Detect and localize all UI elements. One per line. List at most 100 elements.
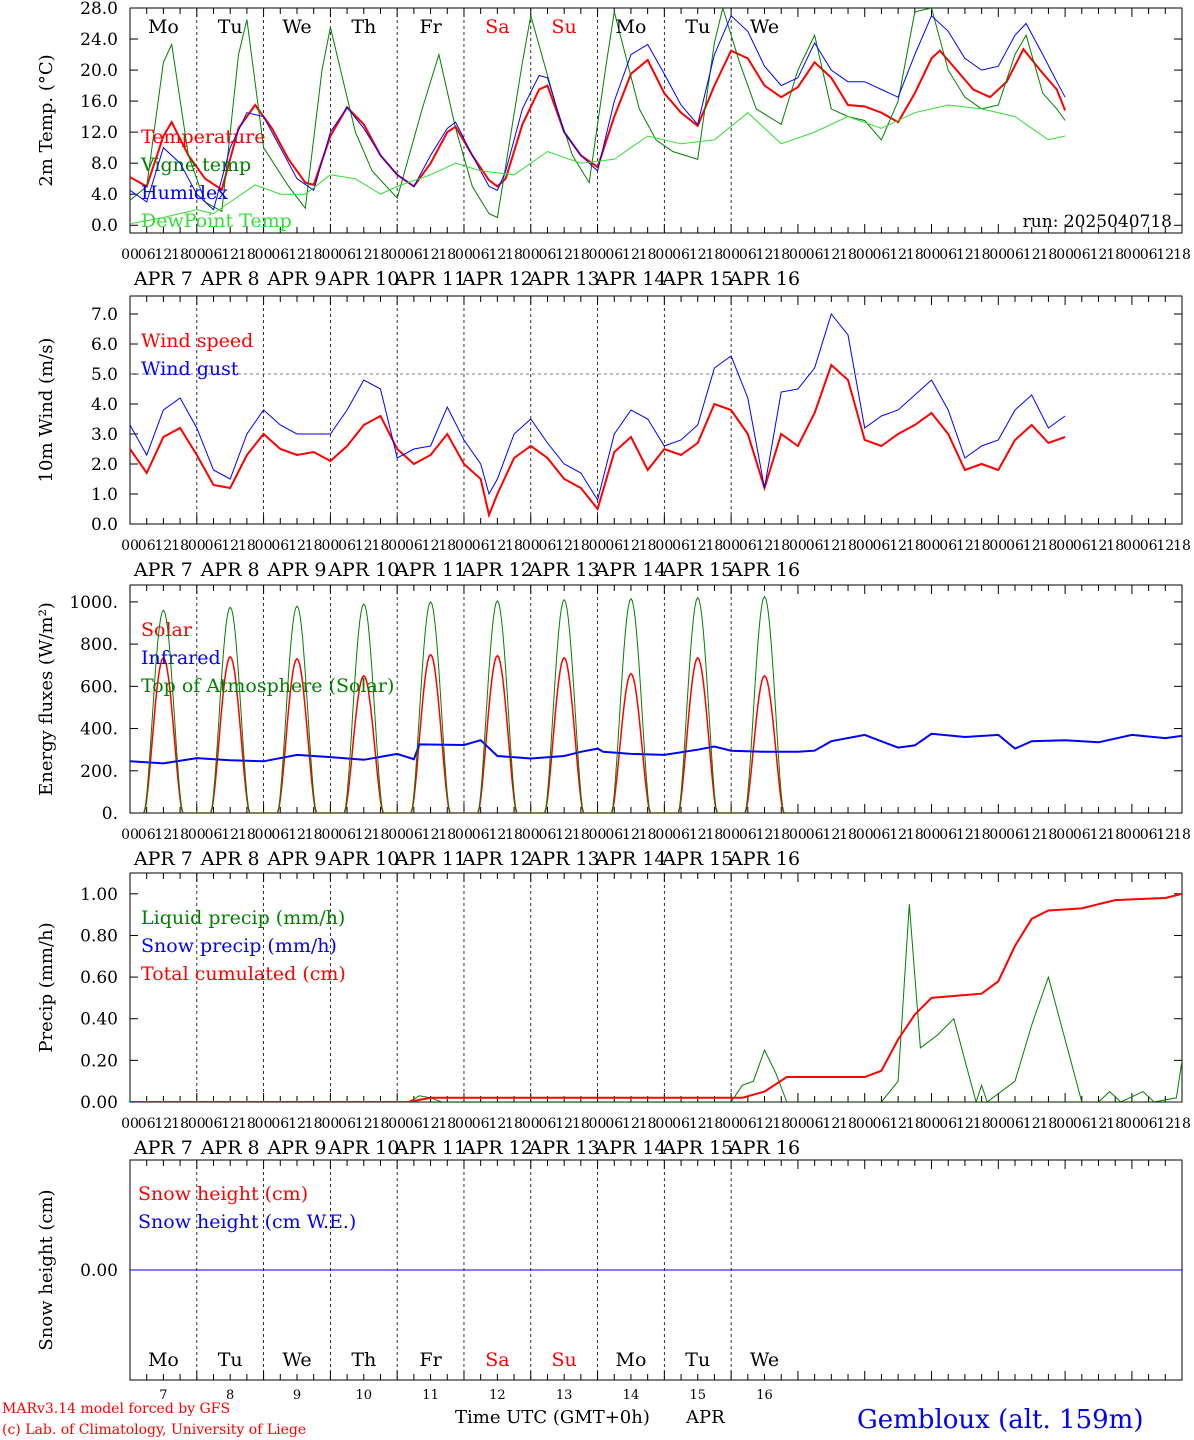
hour-label: 00: [255, 247, 273, 263]
date-label: APR 9: [267, 848, 327, 870]
hour-label: 00: [455, 247, 473, 263]
hour-label: 12: [555, 538, 573, 554]
y-tick-label: 0.40: [80, 1010, 118, 1030]
weekday-label: We: [750, 16, 779, 38]
hour-label: 18: [772, 538, 790, 554]
hour-label: 06: [1140, 247, 1158, 263]
hour-label: 00: [388, 538, 406, 554]
y-tick-label: 1.0: [91, 485, 118, 505]
weekday-label: Sa: [485, 1349, 509, 1371]
hour-label: 06: [205, 1116, 223, 1132]
footer: MARv3.14 model forced by GFS (c) Lab. of…: [2, 1401, 1143, 1438]
hour-label: 12: [689, 538, 707, 554]
day-number: 7: [159, 1388, 167, 1403]
series-line-top-of-atmosphere-solar-: [143, 595, 798, 813]
hour-label: 06: [672, 247, 690, 263]
hour-label: 18: [772, 1116, 790, 1132]
hour-label: 00: [1123, 827, 1141, 843]
hour-label: 18: [505, 538, 523, 554]
weekday-label: Fr: [419, 16, 442, 38]
date-label: APR 16: [728, 1137, 800, 1159]
hour-label: 00: [321, 1116, 339, 1132]
legend-entry: DewPoint Temp: [141, 210, 292, 232]
hour-label: 12: [154, 247, 172, 263]
hour-label: 06: [338, 827, 356, 843]
hour-label: 06: [1073, 247, 1091, 263]
hour-label: 00: [255, 538, 273, 554]
hour-label: 06: [405, 1116, 423, 1132]
day-number: 14: [623, 1388, 640, 1403]
hour-label: 00: [589, 827, 607, 843]
y-tick-label: 1000.: [69, 593, 118, 613]
hour-label: 18: [1039, 538, 1057, 554]
hour-label: 06: [205, 247, 223, 263]
date-label: APR 15: [661, 848, 733, 870]
legend-entry: Solar: [141, 619, 193, 641]
date-label: APR 12: [461, 1137, 533, 1159]
date-label: APR 14: [594, 268, 666, 290]
hour-label: 12: [355, 827, 373, 843]
hour-label: 00: [321, 827, 339, 843]
hour-label: 18: [171, 247, 189, 263]
hour-label: 12: [488, 827, 506, 843]
y-tick-label: 800.: [80, 635, 118, 655]
hour-label: 18: [1173, 1116, 1191, 1132]
y-axis-label: Snow height (cm): [36, 1189, 57, 1350]
weekday-label: Tu: [218, 16, 243, 38]
hour-label: 12: [1090, 1116, 1108, 1132]
hour-label: 12: [822, 247, 840, 263]
hour-label: 00: [856, 538, 874, 554]
day-number: 11: [422, 1388, 439, 1403]
y-tick-label: 20.0: [80, 61, 118, 81]
hour-label: 12: [422, 538, 440, 554]
panel-5: 0.00 Snow height (cm) Snow height (cm) Snow…: [36, 1159, 1183, 1403]
panel-4: 0.00 0.20 0.40 0.60 0.80 1.00 Precip (mm/h) Liq…: [36, 872, 1191, 1159]
hour-label: 06: [405, 538, 423, 554]
y-tick-label: 12.0: [80, 123, 118, 143]
y-axis-label: 2m Temp. (°C): [36, 54, 57, 186]
hour-label: 00: [989, 827, 1007, 843]
hour-label: 00: [455, 538, 473, 554]
hour-label: 18: [639, 1116, 657, 1132]
hour-label: 18: [706, 247, 724, 263]
hour-label: 12: [822, 1116, 840, 1132]
hour-label: 18: [839, 1116, 857, 1132]
hour-label: 06: [806, 1116, 824, 1132]
hour-label: 18: [1173, 538, 1191, 554]
legend-entry: Vigne temp: [140, 154, 251, 176]
hour-label: 12: [555, 247, 573, 263]
hour-label: 18: [372, 538, 390, 554]
series-line-dewpoint-temp: [130, 104, 1066, 225]
hour-label: 12: [756, 827, 774, 843]
hour-label: 18: [305, 538, 323, 554]
hour-label: 06: [539, 827, 557, 843]
hour-label: 12: [355, 538, 373, 554]
hour-label: 12: [422, 1116, 440, 1132]
hour-label: 18: [438, 1116, 456, 1132]
hour-label: 06: [672, 1116, 690, 1132]
y-tick-label: 3.0: [91, 425, 118, 445]
hour-label: 18: [572, 1116, 590, 1132]
day-number: 12: [489, 1388, 506, 1403]
hour-label: 06: [472, 247, 490, 263]
hour-label: 12: [1023, 538, 1041, 554]
hour-label: 00: [522, 827, 540, 843]
plot-frame: [129, 295, 1183, 525]
weekday-label: Su: [552, 1349, 577, 1371]
hour-label: 06: [539, 1116, 557, 1132]
y-tick-label: 0.00: [80, 1261, 118, 1281]
hour-label: 12: [154, 1116, 172, 1132]
hour-label: 18: [505, 247, 523, 263]
series-line-humidex: [130, 14, 1066, 211]
series-line-infrared: [130, 732, 1182, 765]
weekday-label: Mo: [615, 16, 646, 38]
hour-label: 06: [873, 247, 891, 263]
hour-label: 00: [522, 1116, 540, 1132]
hour-label: 00: [522, 247, 540, 263]
hour-label: 12: [1156, 538, 1174, 554]
y-tick-label: 0.0: [91, 216, 118, 236]
hour-label: 18: [973, 538, 991, 554]
date-label: APR 7: [133, 559, 193, 581]
hour-label: 18: [772, 247, 790, 263]
